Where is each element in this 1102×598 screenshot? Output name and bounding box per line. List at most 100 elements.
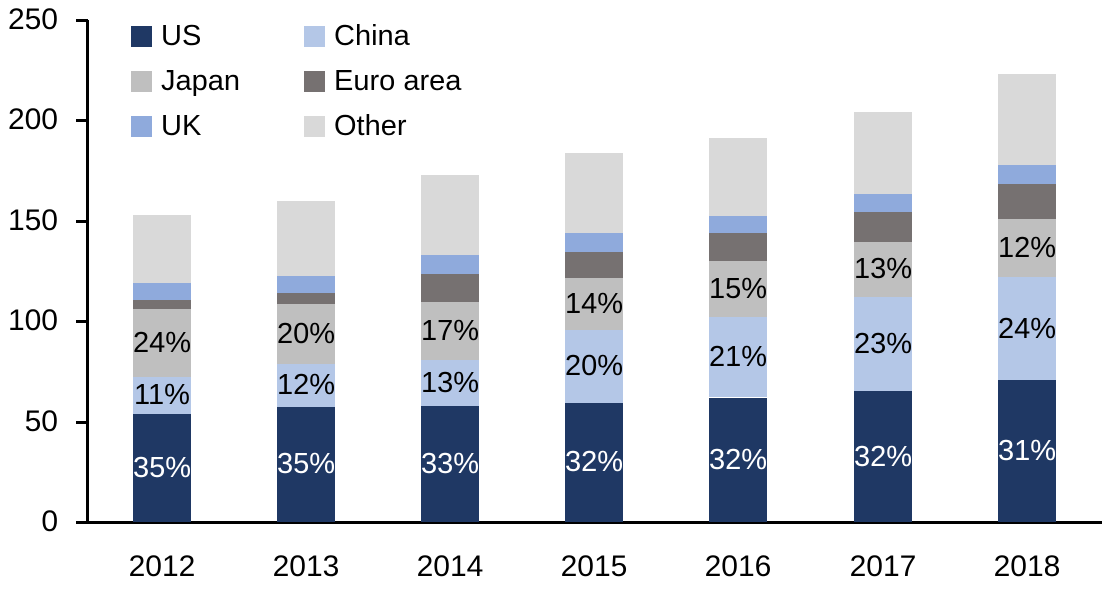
legend-label: Japan (161, 65, 241, 97)
euro-area-series-swatch (304, 71, 325, 92)
x-label-2016: 2016 (704, 550, 772, 583)
segment-label-japan-2014: 17% (420, 315, 480, 347)
bar-segment-euro-area-2016 (709, 232, 767, 261)
bar-segment-japan-2013 (277, 304, 335, 365)
x-label-2018: 2018 (993, 550, 1061, 583)
segment-label-japan-2013: 20% (276, 318, 336, 350)
bar-segment-japan-2016 (709, 260, 767, 318)
other-series-swatch (304, 116, 325, 137)
bar-segment-uk-2016 (709, 215, 767, 233)
bar-segment-us-2016 (709, 397, 767, 522)
bar-segment-euro-area-2017 (854, 211, 912, 242)
legend-item-japan: Japan (131, 65, 304, 97)
legend-label: UK (161, 110, 202, 142)
y-tick (76, 19, 88, 22)
segment-label-us-2013: 35% (276, 448, 336, 480)
x-label-2012: 2012 (128, 550, 196, 583)
segment-label-japan-2015: 14% (564, 288, 624, 320)
bar-segment-japan-2012 (133, 309, 191, 378)
bar-segment-uk-2017 (854, 193, 912, 212)
bar-segment-euro-area-2018 (998, 183, 1056, 219)
segment-label-china-2016: 21% (708, 341, 768, 373)
y-tick-label: 150 (7, 204, 58, 237)
bar-segment-euro-area-2014 (421, 274, 479, 303)
bar-segment-other-2018 (998, 74, 1056, 165)
x-label-2015: 2015 (560, 550, 628, 583)
legend-label: Other (334, 110, 407, 142)
segment-label-china-2018: 24% (997, 313, 1057, 345)
legend: US China Japan Euro area UK Other (131, 20, 462, 142)
bar-segment-japan-2017 (854, 241, 912, 298)
bar-segment-china-2018 (998, 277, 1056, 381)
legend-label: Euro area (334, 65, 462, 97)
legend-label: China (334, 20, 410, 52)
bar-segment-other-2015 (565, 152, 623, 233)
legend-item-us: US (131, 20, 304, 52)
bar-segment-japan-2015 (565, 278, 623, 331)
segment-label-us-2012: 35% (132, 452, 192, 484)
y-tick (76, 119, 88, 122)
segment-label-japan-2012: 24% (132, 327, 192, 359)
segment-label-china-2015: 20% (564, 350, 624, 382)
bar-segment-china-2012 (133, 377, 191, 414)
legend-item-china: China (304, 20, 461, 52)
bar-segment-china-2017 (854, 297, 912, 392)
x-label-2014: 2014 (416, 550, 484, 583)
y-tick (76, 320, 88, 323)
bar-segment-us-2017 (854, 391, 912, 522)
segment-label-china-2017: 23% (853, 328, 913, 360)
bar-segment-other-2013 (277, 200, 335, 277)
x-axis-line (86, 521, 1102, 524)
bar-segment-other-2014 (421, 174, 479, 255)
bar-segment-euro-area-2012 (133, 300, 191, 310)
bar-segment-japan-2018 (998, 218, 1056, 277)
segment-label-china-2014: 13% (420, 367, 480, 399)
segment-label-japan-2016: 15% (708, 273, 768, 305)
legend-item-euro-area: Euro area (304, 65, 462, 97)
y-tick-label: 250 (7, 3, 58, 36)
segment-label-japan-2018: 12% (997, 232, 1057, 264)
y-tick-label: 50 (24, 405, 58, 438)
japan-series-swatch (131, 71, 152, 92)
uk-series-swatch (131, 116, 152, 137)
bar-segment-other-2017 (854, 112, 912, 194)
bar-segment-us-2015 (565, 402, 623, 522)
bar-segment-us-2018 (998, 380, 1056, 522)
bar-segment-us-2012 (133, 413, 191, 522)
segment-label-us-2017: 32% (853, 441, 913, 473)
bar-segment-other-2016 (709, 138, 767, 216)
bar-segment-japan-2014 (421, 302, 479, 361)
segment-label-us-2015: 32% (564, 446, 624, 478)
segment-label-us-2014: 33% (420, 448, 480, 480)
y-tick-label: 100 (7, 304, 58, 337)
y-axis-line (86, 20, 89, 523)
y-tick-label: 0 (41, 505, 58, 538)
bar-segment-euro-area-2013 (277, 293, 335, 305)
y-tick (76, 220, 88, 223)
bar-segment-uk-2015 (565, 232, 623, 252)
bar-segment-us-2013 (277, 406, 335, 522)
bar-segment-china-2014 (421, 360, 479, 406)
china-series-swatch (304, 26, 325, 47)
legend-item-other: Other (304, 110, 461, 142)
segment-label-japan-2017: 13% (853, 253, 913, 285)
segment-label-china-2012: 11% (134, 379, 190, 411)
bar-segment-uk-2012 (133, 283, 191, 301)
bar-segment-other-2012 (133, 214, 191, 284)
segment-label-us-2018: 31% (997, 435, 1057, 467)
bar-segment-china-2015 (565, 330, 623, 403)
bar-segment-uk-2014 (421, 254, 479, 274)
bar-segment-uk-2018 (998, 164, 1056, 184)
y-tick (76, 421, 88, 424)
y-tick-label: 200 (7, 103, 58, 136)
legend-label: US (161, 20, 202, 52)
bar-segment-china-2013 (277, 364, 335, 407)
x-label-2017: 2017 (849, 550, 917, 583)
segment-label-us-2016: 32% (708, 444, 768, 476)
y-tick (76, 521, 88, 524)
bar-segment-us-2014 (421, 405, 479, 522)
legend-item-uk: UK (131, 110, 304, 142)
bar-segment-china-2016 (709, 317, 767, 398)
segment-label-china-2013: 12% (276, 369, 336, 401)
